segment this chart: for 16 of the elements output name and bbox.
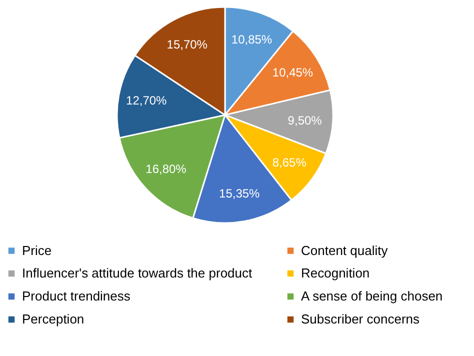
legend-label: Price — [22, 242, 52, 258]
data-label: 9,50% — [288, 113, 322, 128]
data-label: 15,35% — [219, 186, 260, 201]
data-label: 10,45% — [272, 65, 314, 80]
legend-label: Recognition — [301, 266, 370, 280]
legend-label: Influencer's attitude towards the product — [22, 266, 253, 280]
data-label: 10,85% — [231, 32, 272, 47]
data-label: 15,70% — [166, 38, 208, 52]
legend-label: Product trendiness — [22, 288, 131, 304]
data-label: 12,70% — [126, 93, 168, 108]
data-label: 16,80% — [146, 162, 187, 176]
legend-label: Subscriber concerns — [301, 312, 420, 326]
legend-label: Content quality — [301, 242, 388, 258]
legend-label: A sense of being chosen — [301, 288, 443, 304]
data-label: 8,65% — [272, 156, 307, 170]
legend-label: Perception — [22, 312, 84, 326]
